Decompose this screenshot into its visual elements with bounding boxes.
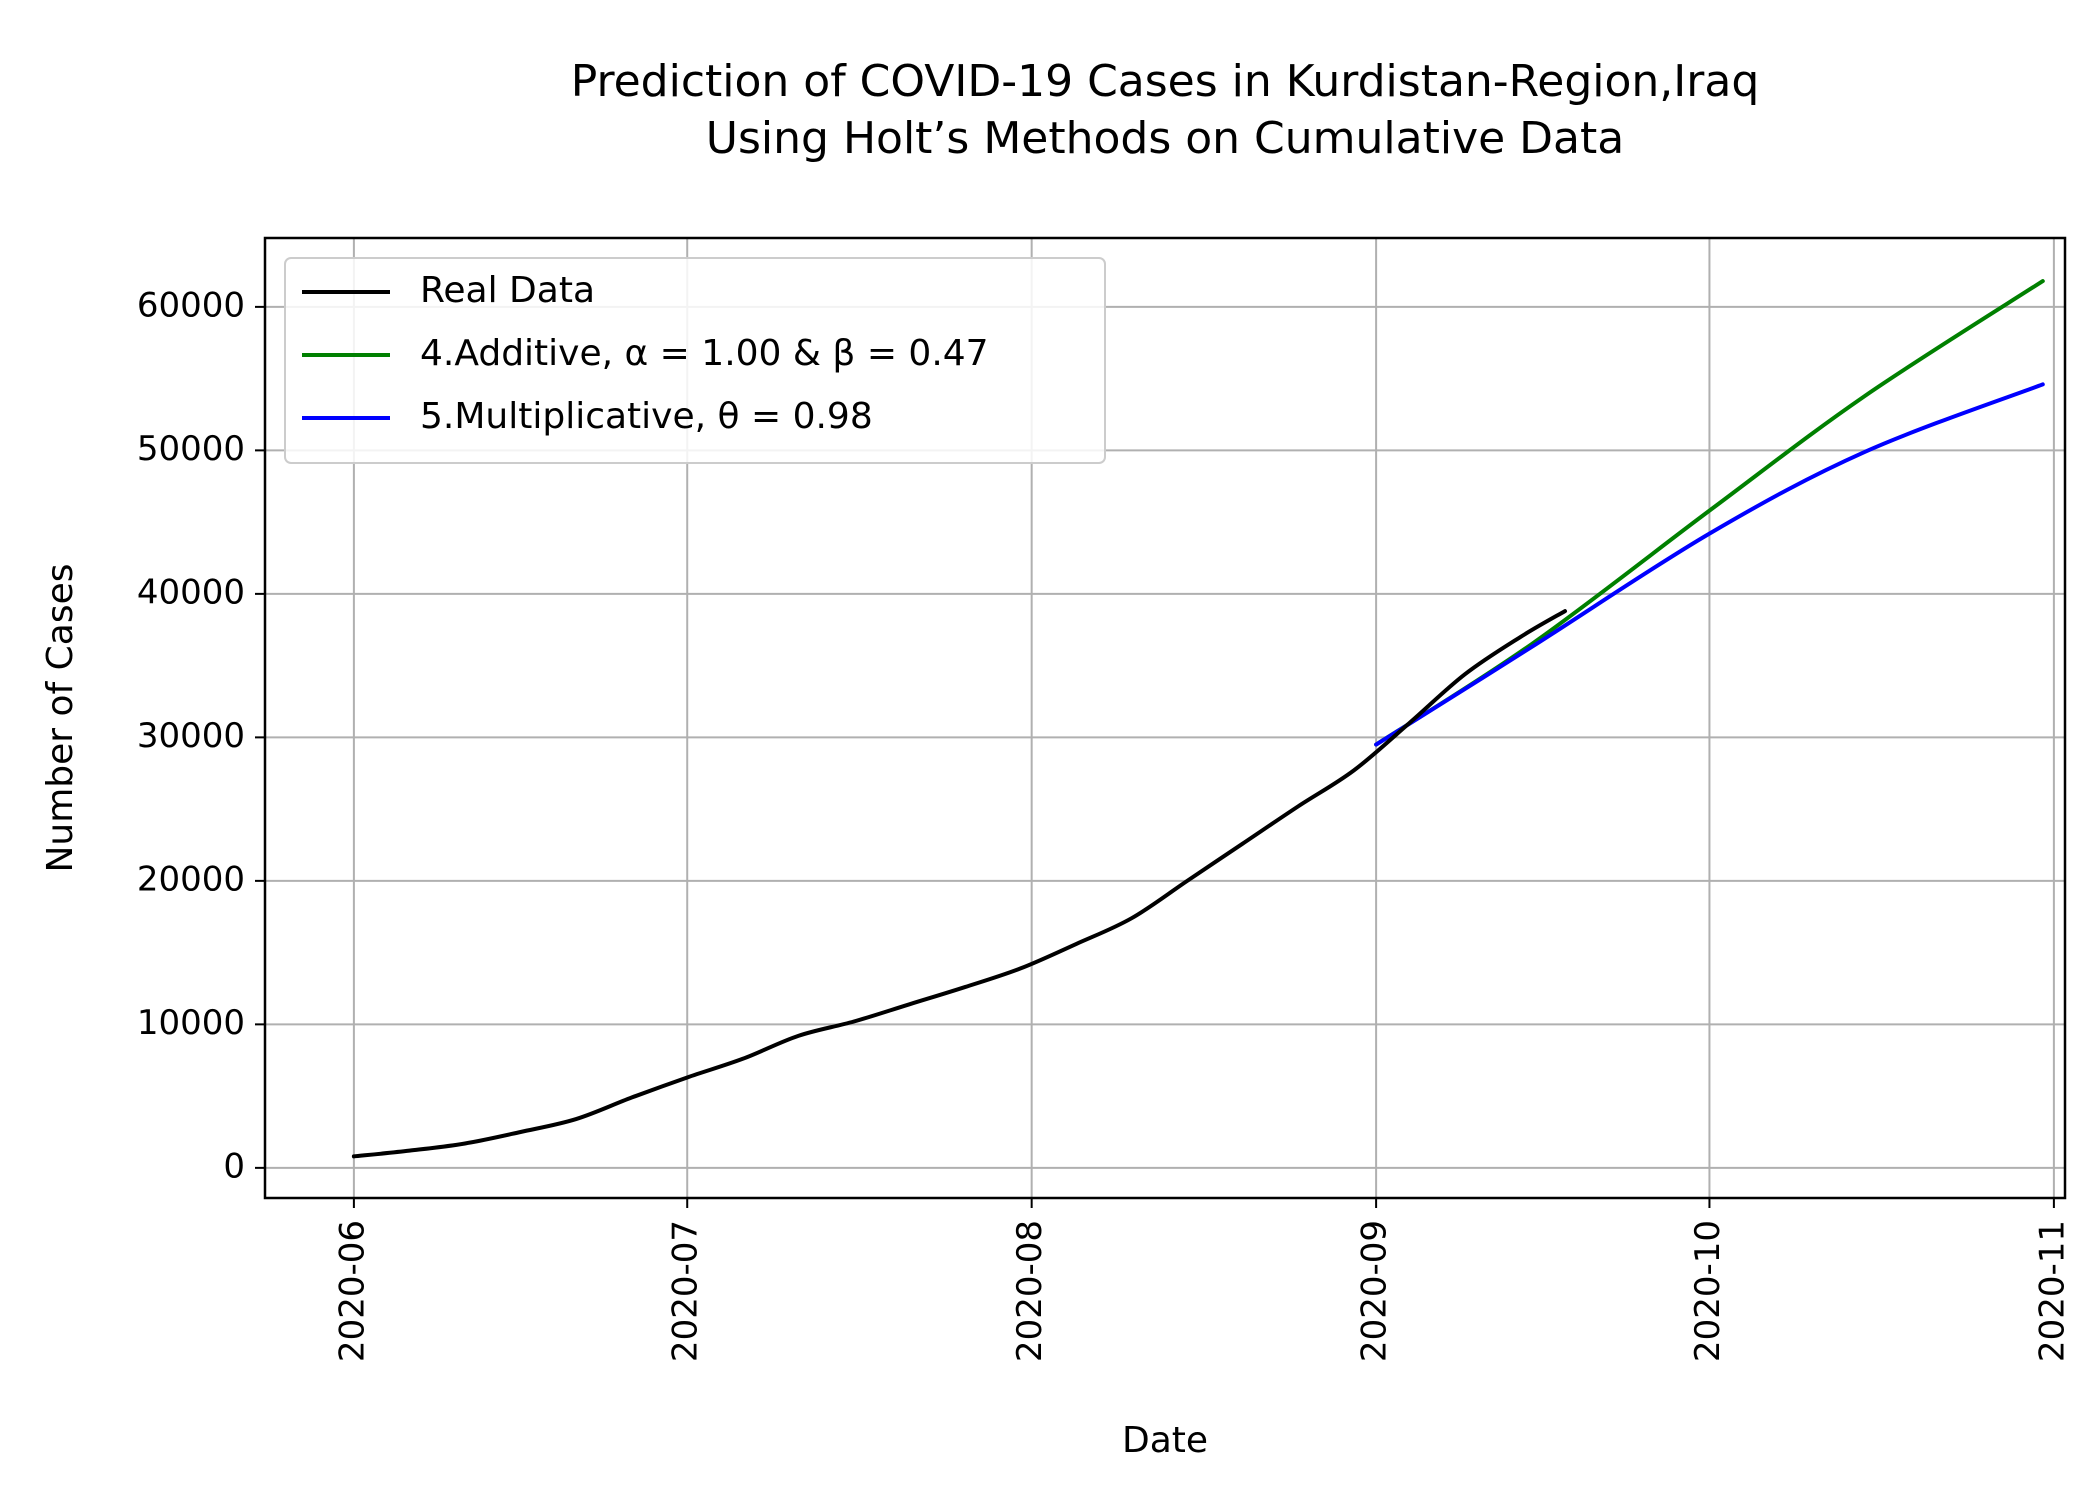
y-tick-label: 20000	[137, 859, 245, 899]
series-lines	[351, 279, 2045, 1159]
legend-label: 4.Additive, α = 1.00 & β = 0.47	[420, 333, 989, 374]
legend-box	[284, 257, 1106, 464]
series-line-2	[1374, 382, 2045, 747]
x-axis: 2020-06 2020-07 2020-08 2020-09 2020-10 2020-…	[332, 1198, 2072, 1362]
y-tick-label: 0	[223, 1146, 245, 1186]
x-tick-label: 2020-11	[2032, 1220, 2072, 1362]
x-tick-label: 2020-09	[1355, 1220, 1395, 1362]
y-axis: 0 10000 20000 30000 40000 50000 60000	[137, 285, 265, 1186]
legend: Real Data 4.Additive, α = 1.00 & β = 0.47…	[284, 257, 1106, 464]
x-axis-title: Date	[1122, 1420, 1208, 1461]
y-axis-title: Number of Cases	[40, 563, 81, 872]
y-tick-label: 40000	[137, 572, 245, 612]
y-tick-label: 50000	[137, 429, 245, 469]
plot-frame	[263, 236, 2067, 1200]
chart-subtitle: Using Holt’s Methods on Cumulative Data	[706, 113, 1624, 164]
x-tick-label: 2020-08	[1010, 1220, 1050, 1362]
legend-label: 5.Multiplicative, θ = 0.98	[420, 396, 873, 437]
legend-label: Real Data	[420, 270, 595, 311]
y-tick-label: 60000	[137, 285, 245, 325]
y-tick-label: 10000	[137, 1003, 245, 1043]
x-tick-label: 2020-07	[666, 1220, 706, 1362]
series-line-0	[351, 609, 1567, 1159]
x-tick-label: 2020-10	[1688, 1220, 1728, 1362]
y-tick-label: 30000	[137, 716, 245, 756]
chart-title: Prediction of COVID-19 Cases in Kurdista…	[571, 56, 1760, 107]
x-tick-label: 2020-06	[332, 1220, 372, 1362]
